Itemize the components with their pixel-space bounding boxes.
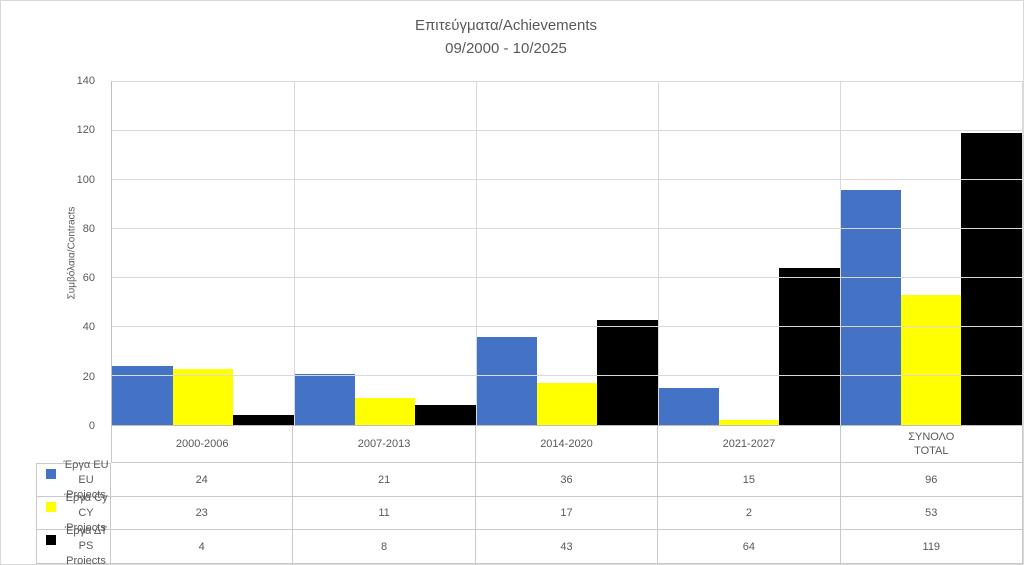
table-value-cell: 36 (475, 463, 659, 497)
legend-marker-icon (46, 468, 56, 479)
legend-cell: Έργα Cy CY Projects (36, 492, 111, 534)
v-gridline (476, 82, 477, 425)
y-tick-label: 60 (82, 272, 95, 285)
bar (961, 133, 1023, 425)
legend-marker-icon (46, 501, 56, 512)
h-gridline (112, 130, 1022, 131)
y-axis-tick-labels: 0 20 40 60 80 100 120 140 (61, 75, 103, 432)
bar (476, 336, 537, 425)
bar (536, 383, 598, 425)
legend-label: Έργα EU EU Projects (63, 458, 109, 501)
bar (597, 319, 659, 425)
bar (112, 366, 173, 425)
y-tick-label: 100 (76, 173, 95, 186)
legend-label: Έργα ΔΤ PS Projects (64, 525, 108, 565)
h-gridline (112, 179, 1022, 180)
v-gridline (840, 82, 841, 425)
h-gridline (112, 228, 1022, 229)
h-gridline (112, 277, 1022, 278)
v-gridline (658, 82, 659, 425)
bar-series-container (112, 82, 1023, 425)
legend-cell: Έργα EU EU Projects (36, 459, 111, 501)
v-gridline (294, 82, 295, 425)
bar (658, 388, 719, 425)
table-value-cell: 24 (111, 463, 294, 497)
bar (900, 295, 962, 425)
legend-label: Έργα Cy CY Projects (64, 491, 108, 534)
bar (840, 189, 901, 425)
table-header-cell: 2000-2006 (111, 426, 294, 463)
table-value-cell: 11 (293, 497, 476, 530)
table-value-cell: 23 (111, 497, 294, 530)
table-header-cell: 2014-2020 (475, 426, 659, 463)
bar (354, 398, 416, 425)
y-tick-label: 0 (88, 420, 95, 432)
table-value-cell: 2 (658, 497, 841, 530)
legend-marker-icon (46, 535, 56, 545)
bar-group-2000-2006 (112, 82, 295, 425)
y-tick-label: 80 (82, 222, 95, 235)
table-value-cell: 15 (658, 463, 841, 497)
bar (233, 415, 295, 425)
bar-group-ΣΥΝΟΛΟ TOTAL (840, 82, 1023, 425)
table-value-cell: 53 (840, 497, 1023, 530)
table-value-cell: 4 (111, 530, 294, 564)
bar (718, 420, 780, 425)
table-value-cell: 8 (293, 530, 476, 564)
y-tick-label: 20 (82, 370, 95, 383)
table-header-cell: ΣΥΝΟΛΟ TOTAL (840, 426, 1023, 463)
y-tick-label: 120 (76, 124, 95, 137)
table-value-cell: 17 (475, 497, 659, 530)
plot-area (111, 81, 1023, 426)
bar (415, 405, 477, 425)
table-header-cell: 2021-2027 (658, 426, 841, 463)
table-value-cell: 64 (658, 530, 841, 564)
legend-cell: Έργα ΔΤ PS Projects (36, 525, 111, 564)
table-value-cell: 119 (840, 530, 1023, 564)
bar (172, 368, 234, 425)
chart-title-line2: 09/2000 - 10/2025 (445, 40, 567, 57)
h-gridline (112, 375, 1022, 376)
y-tick-label: 40 (82, 321, 95, 334)
data-table-legend: 2000-2006 2007-2013 2014-2020 2021-2027 ΣΥΝΟ… (36, 426, 1023, 564)
bar-group-2014-2020 (476, 82, 659, 425)
y-tick-label: 140 (76, 75, 95, 87)
table-value-cell: 43 (475, 530, 659, 564)
table-header-cell: 2007-2013 (293, 426, 476, 463)
chart-title-line1: Επιτεύγματα/Achievements (414, 17, 598, 34)
bar-group-2021-2027 (658, 82, 841, 425)
bar (779, 268, 841, 425)
table-value-cell: 21 (293, 463, 476, 497)
bar (294, 373, 355, 425)
bar-group-2007-2013 (294, 82, 477, 425)
chart-title: Επιτεύγματα/Achievements 09/2000 - 10/20… (1, 14, 1011, 60)
table-value-cell: 96 (840, 463, 1023, 497)
h-gridline (112, 326, 1022, 327)
